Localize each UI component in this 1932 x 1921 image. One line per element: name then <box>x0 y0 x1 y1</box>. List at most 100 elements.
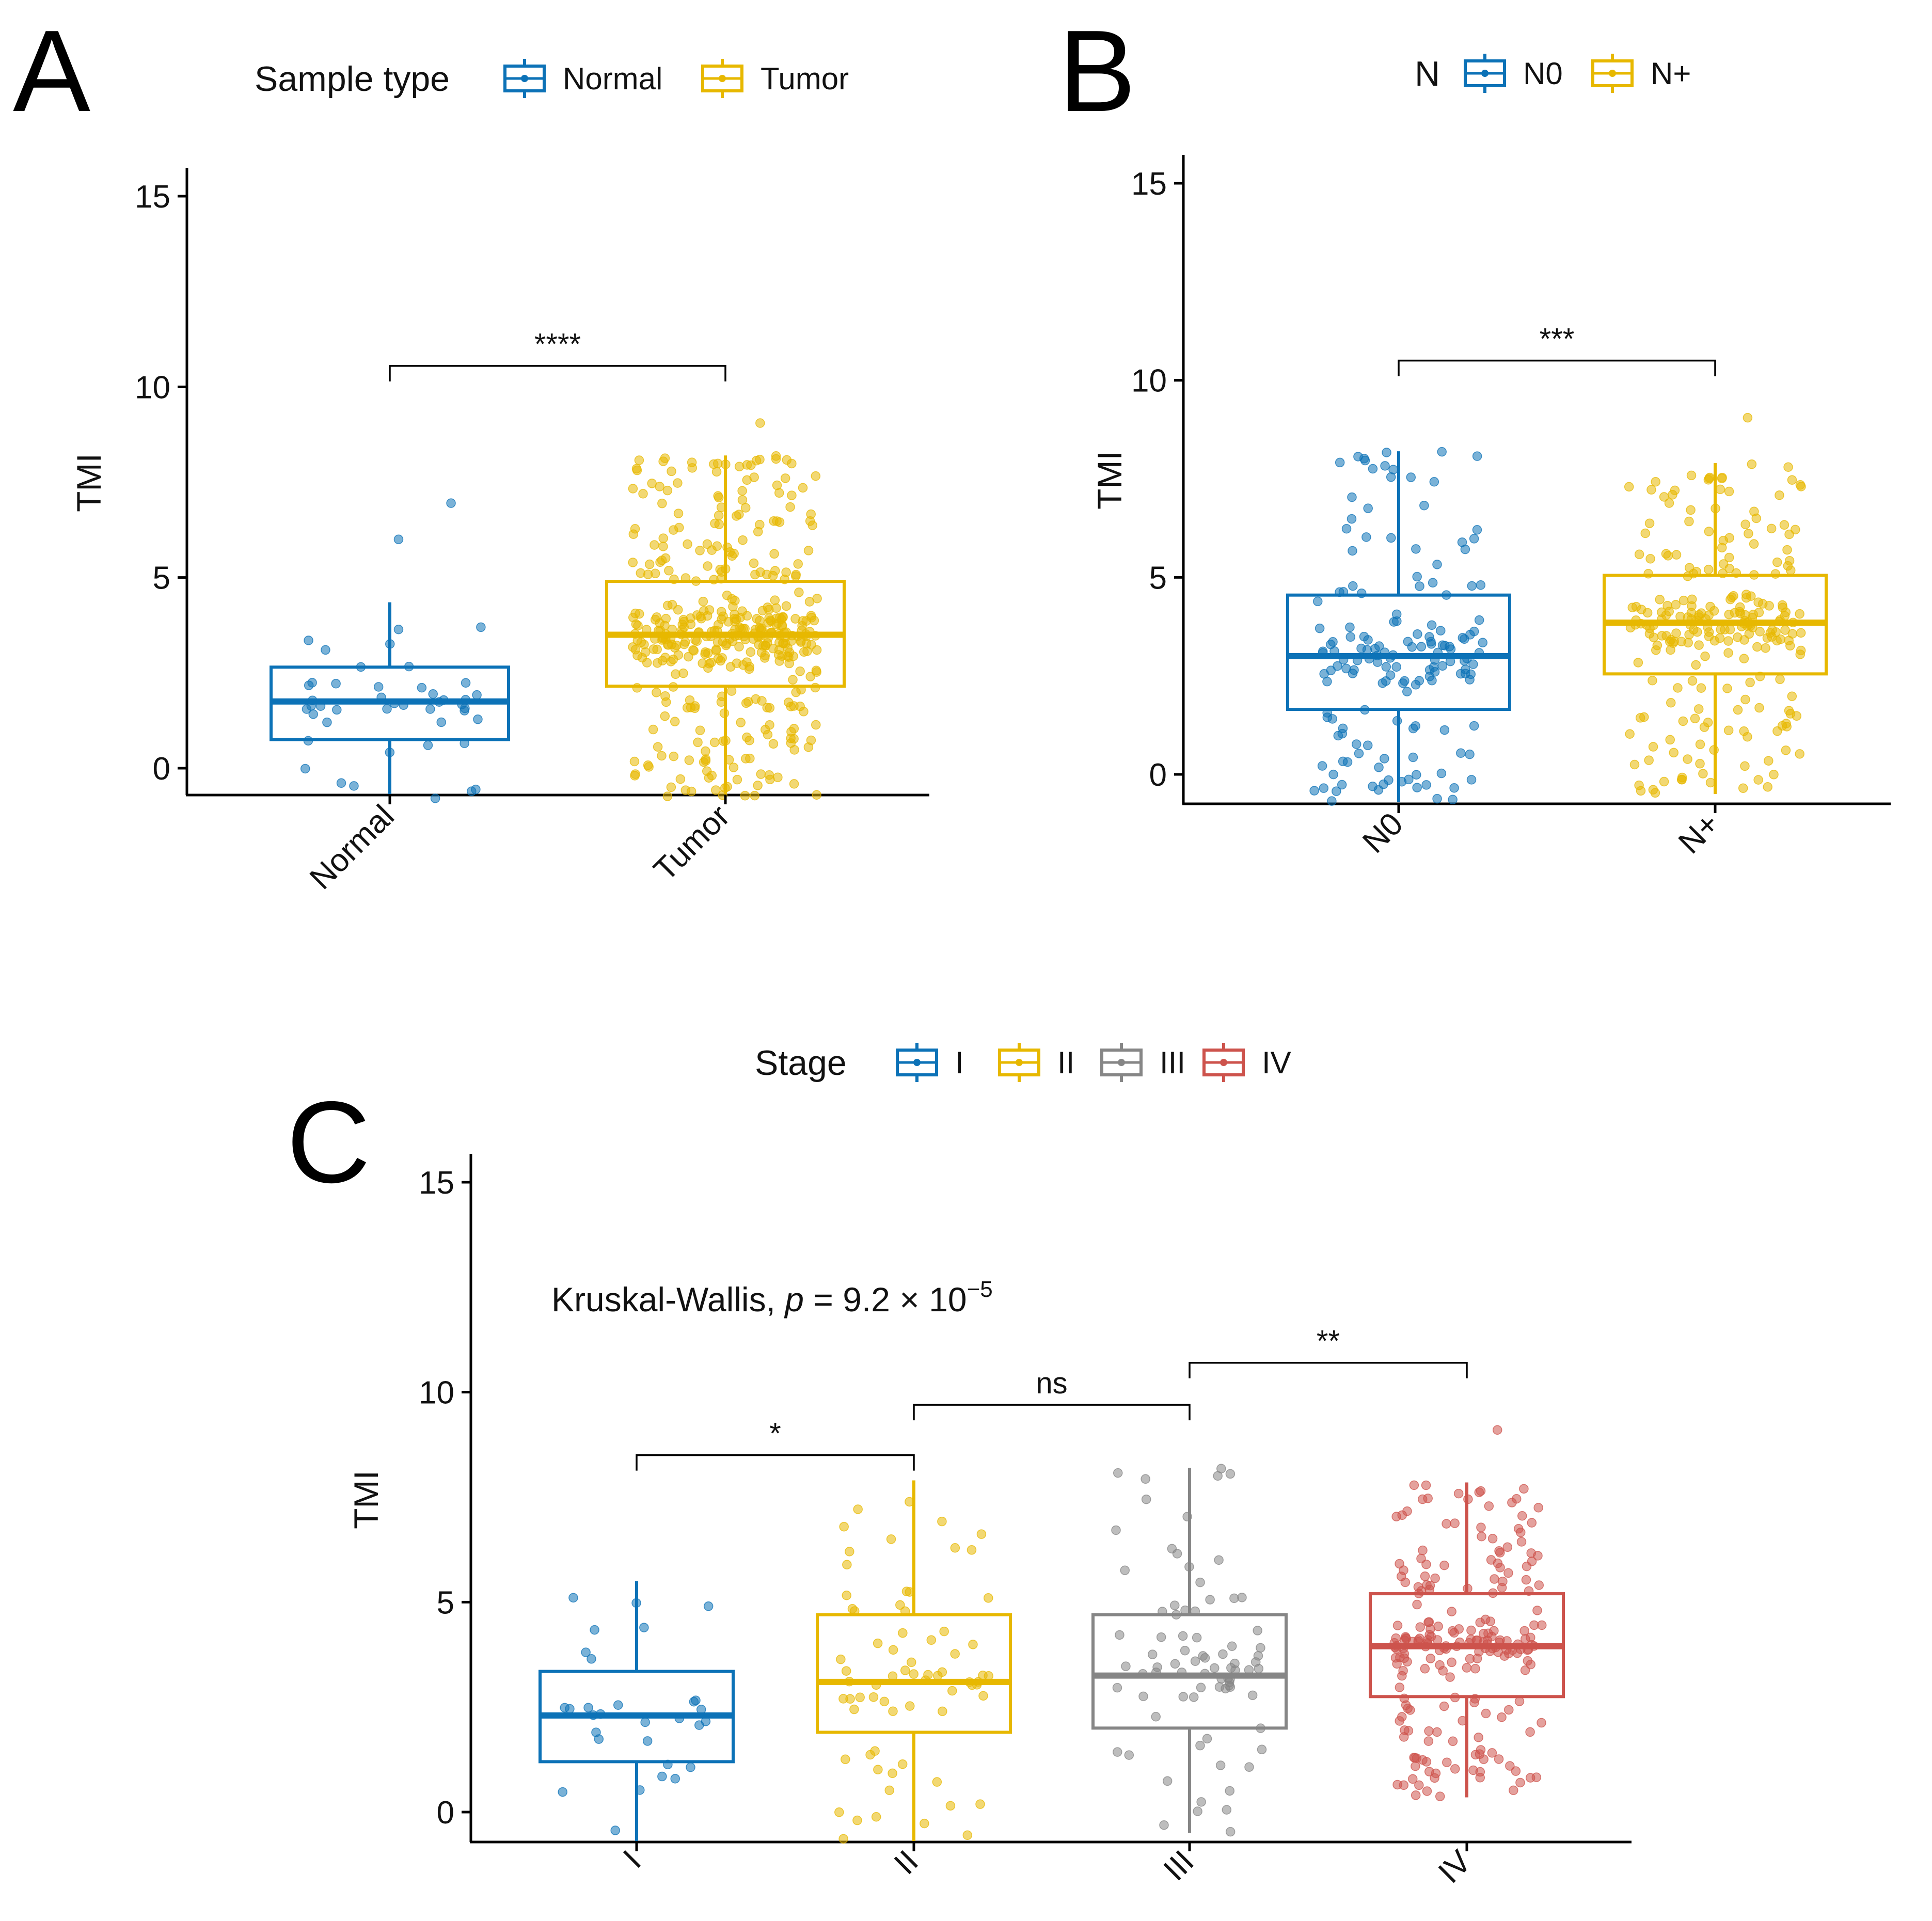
y-tick-label: 15 <box>419 1165 454 1201</box>
data-point <box>976 1529 987 1539</box>
data-point <box>836 1654 846 1664</box>
data-point <box>686 619 696 629</box>
data-point <box>849 1704 859 1714</box>
data-point <box>1696 683 1706 693</box>
data-point <box>1401 1700 1411 1710</box>
data-point <box>1684 516 1694 527</box>
data-point <box>1190 1656 1200 1666</box>
data-point <box>726 686 737 696</box>
data-point <box>1381 676 1391 686</box>
data-point <box>1627 602 1638 613</box>
data-point <box>1749 506 1759 517</box>
data-point <box>666 782 676 792</box>
data-point <box>1671 628 1681 638</box>
data-point <box>1678 595 1689 606</box>
y-tick-label: 0 <box>153 751 170 787</box>
kw-p-symbol: p <box>784 1280 804 1319</box>
data-point <box>695 725 705 735</box>
legend-key-icon <box>1591 54 1634 93</box>
data-point <box>1400 1577 1410 1587</box>
data-point <box>1648 785 1658 795</box>
data-point <box>629 756 640 767</box>
data-point <box>1333 731 1343 741</box>
data-point <box>1317 761 1327 771</box>
data-point <box>968 1640 978 1649</box>
data-point <box>1478 638 1488 647</box>
data-point <box>1791 525 1800 535</box>
data-point <box>657 1771 667 1782</box>
data-point <box>657 498 667 509</box>
data-point <box>1725 625 1735 634</box>
data-point <box>1724 533 1734 543</box>
data-point <box>1192 1632 1202 1643</box>
data-point <box>1537 1620 1547 1630</box>
jitter-points <box>1624 459 1806 798</box>
data-point <box>1645 554 1655 564</box>
data-point <box>975 1799 985 1809</box>
data-point <box>1754 608 1764 617</box>
data-point <box>702 766 712 776</box>
outlier-point <box>1492 1425 1502 1435</box>
data-point <box>650 540 659 550</box>
data-point <box>1698 769 1708 779</box>
y-tick-label: 5 <box>1149 560 1167 596</box>
data-point <box>653 658 662 668</box>
data-point <box>907 1657 916 1668</box>
data-point <box>1178 1692 1189 1702</box>
box-rect <box>1286 593 1511 711</box>
data-point <box>1456 748 1466 758</box>
legend-entry-label: Normal <box>563 61 662 96</box>
data-point <box>1406 472 1416 482</box>
data-point <box>1517 1511 1527 1521</box>
legend-key-icon <box>1202 1043 1245 1082</box>
data-point <box>845 1547 854 1557</box>
data-point <box>1504 1648 1514 1658</box>
data-point <box>1411 544 1421 554</box>
data-point <box>1481 1708 1491 1719</box>
data-point <box>1412 571 1422 582</box>
data-point <box>417 682 427 693</box>
data-point <box>1475 1617 1485 1628</box>
legend-title: Stage <box>755 1043 847 1083</box>
kw-p-value: = 9.2 × 10 <box>804 1280 967 1319</box>
legend-entry-label: I <box>955 1045 964 1080</box>
data-point <box>1450 1518 1460 1528</box>
data-point <box>806 611 816 621</box>
data-point <box>1537 1718 1546 1728</box>
data-point <box>852 1815 862 1825</box>
data-point <box>750 569 760 580</box>
significance-label: *** <box>1540 323 1575 356</box>
data-point <box>1347 492 1357 502</box>
data-point <box>661 614 671 624</box>
data-point <box>1715 484 1725 495</box>
data-point <box>1764 601 1774 611</box>
data-point <box>1514 1696 1525 1706</box>
data-point <box>753 781 763 790</box>
data-point <box>742 657 752 667</box>
legend: N N0 N+ <box>1415 54 1691 93</box>
data-point <box>1644 518 1655 528</box>
data-point <box>794 588 804 597</box>
data-point <box>461 678 471 688</box>
data-point <box>1319 669 1329 679</box>
data-point <box>1347 514 1357 524</box>
data-point <box>834 1807 844 1817</box>
data-point <box>1363 503 1373 513</box>
data-point <box>1386 472 1396 482</box>
data-point <box>847 1604 858 1614</box>
data-point <box>1180 1645 1190 1656</box>
data-point <box>811 471 821 481</box>
data-point <box>1739 654 1749 664</box>
data-point <box>1348 581 1358 591</box>
data-point <box>1409 1480 1419 1490</box>
data-point <box>304 636 313 645</box>
data-point <box>769 516 779 526</box>
data-point <box>630 769 640 779</box>
data-point <box>1423 1736 1434 1746</box>
data-point <box>670 1774 680 1784</box>
data-point <box>879 1696 890 1707</box>
panel-b: B N N0 N+ TMI 0 5 10 15 N0 N+ *** <box>1058 6 1891 861</box>
data-point <box>1172 1549 1182 1559</box>
data-point <box>838 1834 848 1844</box>
legend-key-icon <box>701 59 743 98</box>
